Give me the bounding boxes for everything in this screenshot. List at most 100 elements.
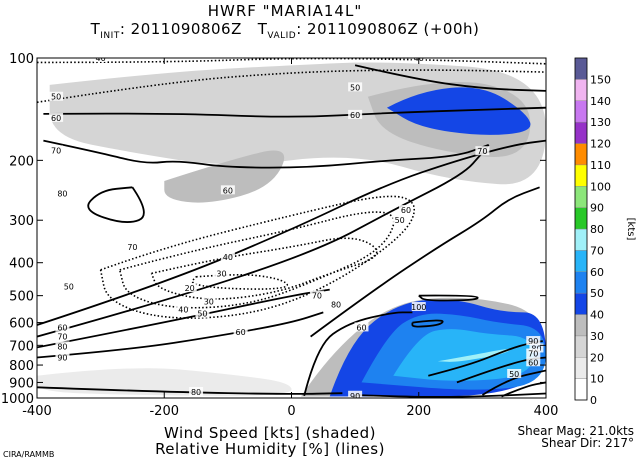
x-tick-label: 400 bbox=[534, 404, 559, 419]
contour-label-bg bbox=[49, 145, 64, 155]
contour-label: 60 bbox=[51, 114, 61, 123]
colorbar-tick-label: 60 bbox=[590, 266, 604, 279]
colorbar-swatch bbox=[574, 164, 588, 187]
contour-label: 60 bbox=[57, 323, 67, 332]
contour-label-bg bbox=[195, 308, 210, 318]
colorbar-swatch bbox=[574, 271, 588, 294]
rh-contour-line bbox=[411, 319, 444, 328]
rh-contour-line bbox=[37, 288, 330, 349]
colorbar-swatch bbox=[574, 357, 588, 379]
colorbar-tick-label: 10 bbox=[590, 373, 604, 386]
colorbar-tick-label: 100 bbox=[590, 180, 611, 193]
contour-label-bg bbox=[529, 343, 544, 353]
y-tick-label: 400 bbox=[9, 257, 34, 272]
contour-label: 50 bbox=[51, 93, 61, 102]
t-init-label: T bbox=[90, 20, 101, 38]
contour-label: 60 bbox=[350, 111, 360, 120]
x-tick-label: 200 bbox=[406, 404, 431, 419]
y-tick-label: 300 bbox=[9, 214, 34, 229]
y-tick-label: 800 bbox=[9, 359, 34, 374]
colorbar-tick-label: 50 bbox=[590, 287, 604, 300]
contour-label: 30 bbox=[216, 269, 226, 278]
contour-label: 90 bbox=[57, 353, 67, 362]
rh-contour-line bbox=[418, 294, 479, 302]
x-axis-label-rh: Relative Humidity [%] (lines) bbox=[155, 440, 385, 458]
y-tick-label: 700 bbox=[9, 339, 34, 354]
t-init-value: : 2011090806Z bbox=[119, 20, 242, 38]
wind-speed-shading bbox=[37, 62, 546, 397]
contour-label: 60 bbox=[223, 186, 233, 195]
colorbar-tick-label: 0 bbox=[590, 394, 597, 407]
contour-label-bg bbox=[55, 322, 70, 332]
contour-label: 50 bbox=[197, 310, 207, 319]
contour-label-bg bbox=[49, 112, 64, 122]
colorbar-swatch bbox=[574, 207, 588, 230]
rh-contour-line bbox=[118, 211, 395, 309]
contour-label-bg bbox=[176, 304, 191, 314]
contour-label: 60 bbox=[356, 323, 366, 332]
colorbar-label: [kts] bbox=[625, 218, 636, 241]
contour-label: 70 bbox=[312, 292, 322, 301]
contour-label-bg bbox=[61, 281, 76, 291]
contour-label-bg bbox=[55, 352, 70, 362]
contour-label-bg bbox=[348, 82, 363, 92]
colorbar-tick-label: 110 bbox=[590, 159, 611, 172]
colorbar-tick-label: 140 bbox=[590, 95, 611, 108]
contour-label: 80 bbox=[191, 388, 201, 397]
contour-label-bg bbox=[526, 357, 541, 367]
x-axis: -400 -200 0 200 400 bbox=[22, 58, 558, 419]
colorbar-swatch bbox=[574, 121, 588, 144]
rh-contour-line bbox=[150, 237, 378, 300]
colorbar-frame bbox=[574, 57, 588, 401]
rh-contour-line bbox=[37, 386, 343, 395]
y-tick-label: 100 bbox=[9, 52, 34, 67]
contour-label: 60 bbox=[528, 358, 538, 367]
contour-label-bg bbox=[201, 296, 216, 306]
contour-label: 40 bbox=[96, 54, 106, 63]
contour-label-bg bbox=[348, 109, 363, 119]
shear-magnitude: Shear Mag: 21.0kts bbox=[517, 424, 634, 438]
contour-label-bg bbox=[309, 290, 324, 300]
contour-label-bg bbox=[411, 302, 426, 312]
rh-contour-line bbox=[43, 106, 546, 118]
y-tick-label: 900 bbox=[9, 376, 34, 391]
colorbar-swatch bbox=[574, 143, 588, 166]
colorbar-swatch bbox=[574, 250, 588, 272]
contour-label: 30 bbox=[204, 297, 214, 306]
contour-label-bg bbox=[93, 58, 108, 62]
contour-label-bg bbox=[348, 390, 363, 398]
contour-label: 70 bbox=[57, 333, 67, 342]
colorbar-tick-label: 120 bbox=[590, 138, 611, 151]
rh-contour-line bbox=[37, 69, 546, 104]
contour-label-bg bbox=[55, 331, 70, 341]
colorbar-tick-label: 30 bbox=[590, 330, 604, 343]
t-valid-sub: VALID bbox=[267, 31, 297, 41]
y-tick-label: 200 bbox=[9, 154, 34, 169]
rh-contour-line bbox=[310, 186, 540, 338]
contour-label-bg bbox=[182, 283, 197, 293]
colorbar-tick-label: 40 bbox=[590, 309, 604, 322]
contour-label-bg bbox=[526, 348, 541, 358]
colorbar-swatch bbox=[574, 228, 588, 251]
rh-contour-line bbox=[43, 139, 490, 169]
contour-label: 50 bbox=[509, 370, 519, 379]
contour-label-bg bbox=[220, 185, 235, 195]
contour-label: 80 bbox=[331, 300, 341, 309]
colorbar-tick-label: 90 bbox=[590, 202, 604, 215]
colorbar-swatch bbox=[574, 100, 588, 123]
rh-contour-line bbox=[303, 311, 413, 397]
rh-contours bbox=[37, 58, 546, 398]
contour-label: 50 bbox=[64, 283, 74, 292]
chart-subtitle: TINIT: 2011090806Z TVALID: 2011090806Z (… bbox=[0, 20, 570, 41]
colorbar-swatch bbox=[574, 79, 588, 101]
colorbar-swatch bbox=[574, 335, 588, 358]
x-tick-label: -400 bbox=[22, 404, 52, 419]
rh-contour-line bbox=[87, 186, 145, 223]
rh-contour-line bbox=[501, 381, 546, 398]
contour-label: 60 bbox=[401, 206, 411, 215]
contour-label: 90 bbox=[350, 392, 360, 401]
t-valid-label: T bbox=[257, 20, 268, 38]
contour-label-bg bbox=[220, 252, 235, 262]
